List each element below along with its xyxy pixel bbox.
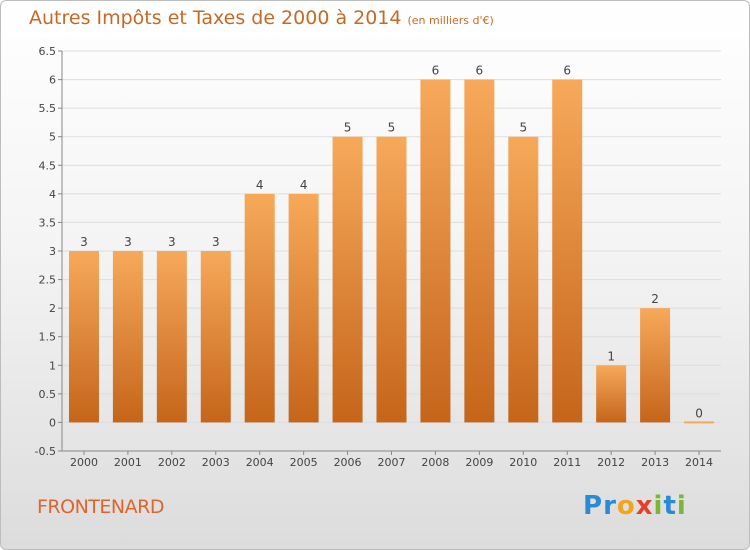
chart-title: Autres Impôts et Taxes de 2000 à 2014 (en… — [29, 7, 494, 29]
data-label: 5 — [388, 121, 396, 135]
bar — [200, 251, 231, 423]
x-tick-label: 2001 — [114, 456, 142, 469]
y-tick-label: -0.5 — [35, 445, 56, 458]
data-label: 4 — [256, 178, 264, 192]
chart-subtitle: (en milliers d'€) — [407, 14, 494, 27]
x-tick-label: 2006 — [334, 456, 362, 469]
x-tick-label: 2002 — [158, 456, 186, 469]
x-tick-label: 2010 — [509, 456, 537, 469]
bar — [596, 365, 627, 423]
y-tick-label: 6 — [49, 74, 56, 87]
y-tick-label: 5 — [49, 131, 56, 144]
commune-name: FRONTENARD — [37, 496, 164, 518]
y-tick-label: 3.5 — [39, 216, 57, 229]
data-label: 3 — [212, 235, 220, 249]
bar — [156, 251, 187, 423]
y-tick-label: 3 — [49, 245, 56, 258]
axes: 6.5 6 5.5 5 4.5 4 3.5 3 2.5 2 1.5 1 0.5 0 -0.5 2000 2001… — [35, 45, 721, 469]
bar — [376, 136, 407, 423]
data-label: 3 — [80, 235, 88, 249]
bar — [420, 79, 451, 423]
data-label: 6 — [476, 64, 484, 78]
logo-letter: r — [603, 491, 617, 521]
y-tick-label: 6.5 — [39, 45, 57, 58]
bar — [640, 308, 671, 423]
y-tick-label: 4 — [49, 188, 56, 201]
logo-letter: i — [653, 491, 664, 521]
proxiti-logo[interactable]: Proxiti — [583, 491, 687, 521]
bar — [112, 251, 143, 423]
y-tick-label: 0 — [49, 416, 56, 429]
data-label: 2 — [651, 292, 659, 306]
x-tick-label: 2004 — [246, 456, 274, 469]
bar — [508, 136, 539, 423]
y-tick-label: 2 — [49, 302, 56, 315]
logo-letter: o — [616, 491, 636, 521]
data-label: 6 — [432, 64, 440, 78]
x-tick-label: 2008 — [421, 456, 449, 469]
bar — [332, 136, 363, 423]
data-label: 5 — [344, 121, 352, 135]
x-tick-label: 2009 — [465, 456, 493, 469]
x-tick-label: 2007 — [378, 456, 406, 469]
data-label: 0 — [695, 406, 703, 420]
y-tick-label: 2.5 — [39, 274, 57, 287]
bar — [552, 79, 583, 423]
x-tick-label: 2011 — [553, 456, 581, 469]
logo-letter: i — [676, 491, 687, 521]
bar — [288, 193, 319, 423]
bars — [68, 79, 715, 424]
x-tick-label: 2005 — [290, 456, 318, 469]
y-tick-label: 1 — [49, 359, 56, 372]
y-tick-label: 0.5 — [39, 388, 57, 401]
x-tick-label: 2012 — [597, 456, 625, 469]
y-tick-label: 5.5 — [39, 102, 57, 115]
bar — [244, 193, 275, 423]
logo-letter: P — [583, 491, 604, 521]
data-label: 1 — [607, 349, 615, 363]
bar — [464, 79, 495, 423]
x-tick-label: 2000 — [70, 456, 98, 469]
data-label: 6 — [563, 64, 571, 78]
x-tick-label: 2003 — [202, 456, 230, 469]
x-tick-label: 2013 — [641, 456, 669, 469]
value-labels: 3 3 3 3 4 4 5 5 6 6 5 6 1 2 0 — [80, 64, 703, 421]
data-label: 5 — [519, 121, 527, 135]
data-label: 3 — [168, 235, 176, 249]
logo-letter: x — [635, 491, 654, 521]
bar — [68, 251, 99, 423]
data-label: 4 — [300, 178, 308, 192]
logo-letter: t — [663, 491, 677, 521]
data-label: 3 — [124, 235, 132, 249]
y-tick-label: 1.5 — [39, 331, 57, 344]
x-tick-label: 2014 — [685, 456, 713, 469]
chart-title-text: Autres Impôts et Taxes de 2000 à 2014 — [29, 7, 402, 29]
y-tick-label: 4.5 — [39, 159, 57, 172]
